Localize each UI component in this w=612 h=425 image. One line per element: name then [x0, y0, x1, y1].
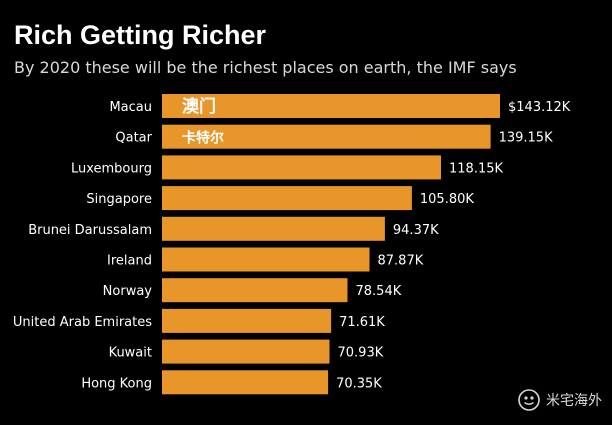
category-label: Brunei Darussalam [28, 223, 152, 238]
bar [162, 216, 385, 241]
value-label: 70.93K [338, 346, 384, 361]
category-label: Hong Kong [81, 376, 152, 391]
value-label: 70.35K [336, 376, 382, 391]
bars-group: Macau $143.12K 澳门 Qatar 139.15K 卡特尔 Luxembourg… [13, 94, 571, 395]
chart-subtitle: By 2020 these will be the richest places… [14, 58, 517, 77]
value-label: 94.37K [393, 223, 439, 238]
value-label: 139.15K [499, 131, 553, 146]
bar [162, 339, 330, 364]
bar [162, 247, 370, 272]
bar [162, 370, 329, 395]
watermark-text: 米宅海外 [546, 393, 602, 409]
bar [162, 278, 348, 303]
category-label: Ireland [107, 254, 152, 269]
value-label: 87.87K [378, 254, 424, 269]
wechat-icon [518, 389, 540, 411]
category-label: United Arab Emirates [13, 315, 152, 330]
category-label: Kuwait [109, 346, 152, 361]
category-label: Luxembourg [71, 161, 152, 176]
category-label: Norway [103, 284, 153, 299]
value-label: 105.80K [420, 192, 474, 207]
bar [162, 155, 441, 180]
category-label: Qatar [115, 131, 152, 146]
bar-annotation: 卡特尔 [182, 130, 224, 147]
bar [162, 94, 500, 118]
bar-annotation: 澳门 [182, 96, 216, 117]
bar [162, 124, 491, 149]
bar [162, 308, 332, 333]
bar [162, 186, 412, 211]
category-label: Macau [109, 100, 152, 115]
category-label: Singapore [86, 192, 152, 207]
value-label: 71.61K [339, 315, 385, 330]
chart-title: Rich Getting Richer [14, 20, 267, 50]
value-label: 118.15K [449, 161, 503, 176]
watermark: 米宅海外 [518, 389, 602, 411]
value-label: 78.54K [356, 284, 402, 299]
value-label: $143.12K [508, 100, 571, 115]
